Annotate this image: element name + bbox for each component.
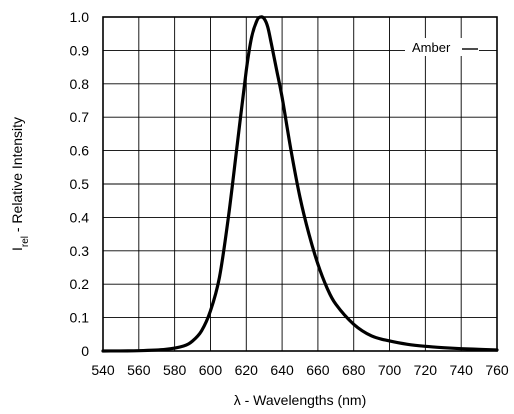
x-tick-label: 560 (127, 362, 151, 378)
series-line-amber (101, 15, 499, 353)
x-tick-label: 640 (270, 362, 294, 378)
x-axis-title-text: - Wavelengths (nm) (241, 392, 367, 408)
x-axis-lambda-symbol: λ (234, 392, 241, 408)
legend-background (405, 38, 479, 56)
y-tick-label: 0.5 (70, 176, 90, 192)
x-axis-title: λ - Wavelengths (nm) (234, 392, 367, 408)
x-tick-label: 700 (378, 362, 402, 378)
y-axis-subscript: rel (20, 236, 31, 247)
x-tick-label: 620 (235, 362, 259, 378)
curve-layer (101, 15, 499, 353)
legend: Amber (405, 38, 479, 56)
x-tick-label: 740 (450, 362, 474, 378)
y-tick-label: 0.1 (70, 310, 90, 326)
y-tick-label: 0.8 (70, 76, 90, 92)
grid-lines (103, 17, 497, 351)
y-axis-symbol: I (9, 247, 25, 251)
y-axis-title-text: - Relative Intensity (9, 117, 25, 236)
y-tick-label: 0 (81, 343, 89, 359)
y-tick-label: 0.7 (70, 109, 90, 125)
plot-frame (102, 16, 498, 352)
y-tick-label: 0.6 (70, 143, 90, 159)
y-tick-label: 0.2 (70, 276, 90, 292)
x-tick-label: 540 (91, 362, 115, 378)
x-tick-label: 660 (306, 362, 330, 378)
x-tick-label: 720 (414, 362, 438, 378)
x-tick-label: 600 (199, 362, 223, 378)
x-tick-label: 580 (163, 362, 187, 378)
y-tick-label: 1.0 (70, 9, 90, 25)
x-tick-label: 680 (342, 362, 366, 378)
x-tick-label: 760 (485, 362, 509, 378)
x-tick-labels: 540 560 580 600 620 640 660 680 700 720 740 760 (91, 362, 509, 378)
y-tick-label: 0.9 (70, 42, 90, 58)
y-tick-labels: 0 0.1 0.2 0.3 0.4 0.5 0.6 0.7 0.8 0.9 1.0 (70, 9, 90, 359)
y-tick-label: 0.4 (70, 209, 90, 225)
legend-label-amber: Amber (412, 40, 451, 55)
y-tick-label: 0.3 (70, 243, 90, 259)
y-axis-title: Irel - Relative Intensity (9, 117, 31, 251)
